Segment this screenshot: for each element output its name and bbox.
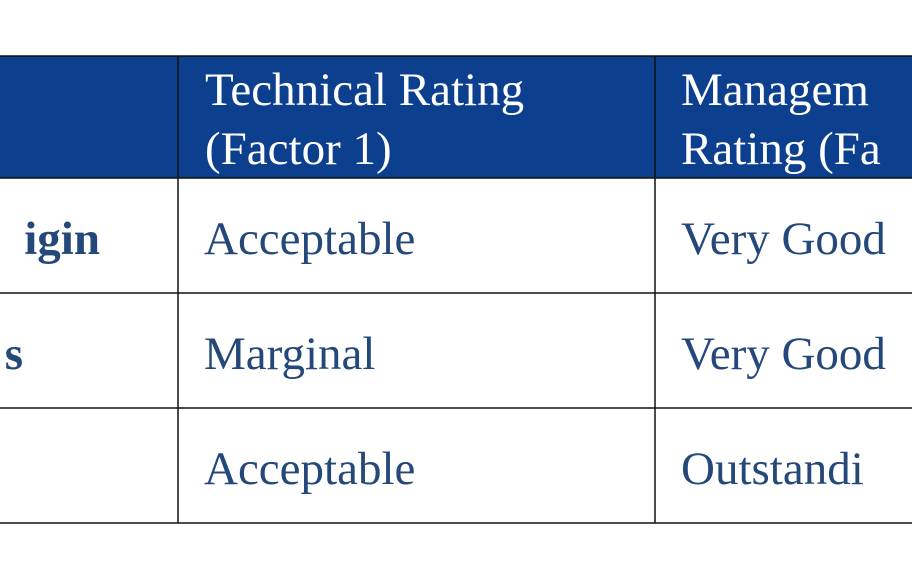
header-text: Rating (Fa [681, 123, 881, 175]
cell: Marginal [204, 328, 375, 380]
row-label: s [5, 328, 23, 380]
header-text: (Factor 1) [205, 123, 392, 175]
cell: Outstandi [681, 443, 864, 495]
header-background [0, 56, 912, 178]
header-text: Technical Rating [205, 64, 524, 116]
cell: Very Good [681, 328, 886, 380]
cell: Acceptable [204, 443, 415, 495]
cell: Acceptable [204, 213, 415, 265]
cell: Very Good [681, 213, 886, 265]
row-label: igin [24, 213, 100, 265]
header-text: Managem [681, 64, 869, 116]
